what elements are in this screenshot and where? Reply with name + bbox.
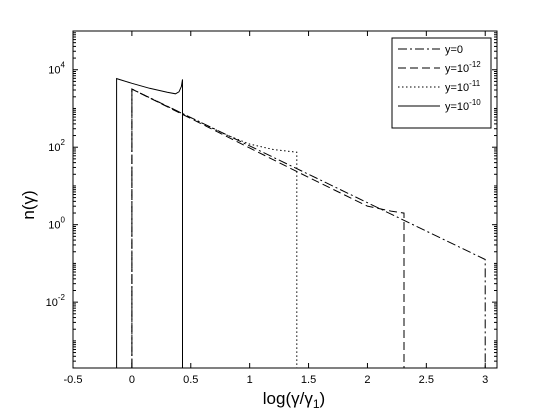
x-axis-label-sub: 1 xyxy=(313,397,320,411)
x-tick-label: 3 xyxy=(482,374,488,386)
y-tick-label-base: 10 xyxy=(48,220,60,232)
x-tick-label: 1.5 xyxy=(301,374,316,386)
x-axis-label-close: ) xyxy=(320,389,326,408)
y-axis-label: n(γ) xyxy=(19,190,38,219)
series-line-1 xyxy=(131,88,405,368)
x-axis-label: log(γ/γ1) xyxy=(263,389,325,411)
legend-box xyxy=(391,37,492,129)
y-tick-label-exponent: 0 xyxy=(61,216,66,225)
x-tick-label: -0.5 xyxy=(64,374,83,386)
y-tick-label: 104 xyxy=(48,61,65,77)
legend-label: y=10 xyxy=(445,82,469,94)
series-line-2 xyxy=(131,88,298,368)
y-tick-label-exponent: -2 xyxy=(58,293,66,302)
series-lines xyxy=(116,77,486,368)
y-tick-label-exponent: 2 xyxy=(61,138,66,147)
x-tick-label: 0.5 xyxy=(183,374,198,386)
x-tick-label: 0 xyxy=(129,374,135,386)
y-tick-label-base: 10 xyxy=(46,297,58,309)
legend-entry-1: y=10-12 xyxy=(445,60,481,75)
legend-entry-0: y=0 xyxy=(445,44,463,56)
legend-entry-3: y=10-10 xyxy=(445,98,481,113)
series-line-3 xyxy=(116,77,183,368)
legend-entry-2: y=10-11 xyxy=(445,79,481,94)
legend-label-exponent: -11 xyxy=(469,79,481,88)
axis-ticks xyxy=(72,30,497,369)
y-tick-label: 102 xyxy=(48,138,65,154)
legend-label: y=0 xyxy=(445,44,463,56)
x-tick-label: 2 xyxy=(364,374,370,386)
legend-label-exponent: -12 xyxy=(469,60,481,69)
y-tick-label: 100 xyxy=(48,216,65,232)
y-tick-label-exponent: 4 xyxy=(61,61,66,70)
y-tick-label: 10-2 xyxy=(46,293,66,309)
legend: y=0y=10-12y=10-11y=10-10 xyxy=(391,37,492,129)
x-tick-label: 1 xyxy=(247,374,253,386)
x-axis-label-main: log(γ/γ xyxy=(263,389,314,408)
legend-label: y=10 xyxy=(445,63,469,75)
x-tick-label: 2.5 xyxy=(419,374,434,386)
y-tick-label-base: 10 xyxy=(48,142,60,154)
legend-label: y=10 xyxy=(445,101,469,113)
y-tick-label-base: 10 xyxy=(48,65,60,77)
legend-label-exponent: -10 xyxy=(469,98,481,107)
